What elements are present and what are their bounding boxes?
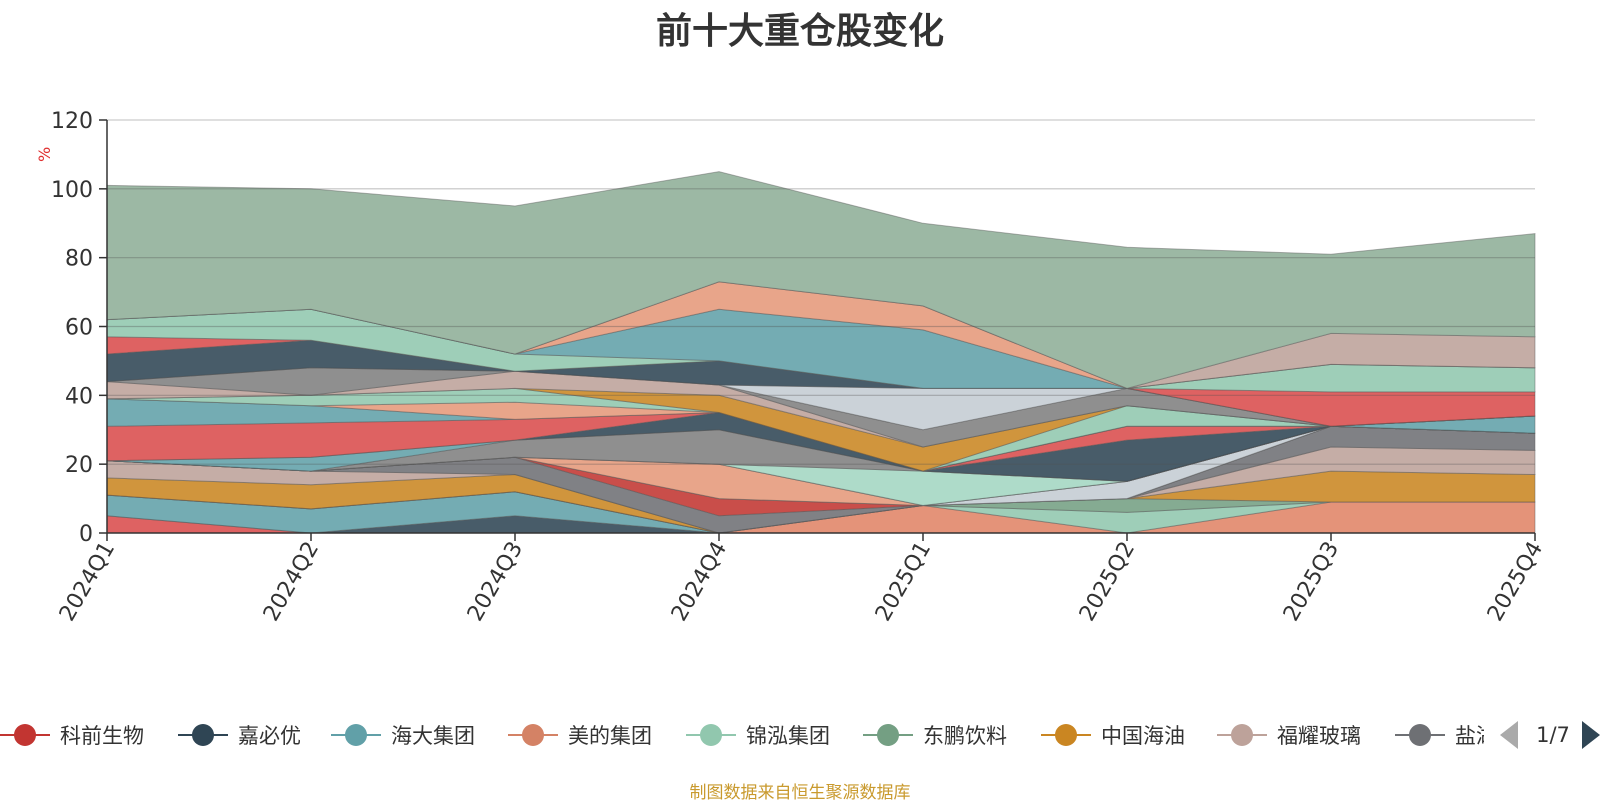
legend-marker xyxy=(700,724,722,746)
legend-label: 美的集团 xyxy=(568,724,652,748)
legend-prev-icon[interactable] xyxy=(1500,721,1518,749)
y-tick-label: 40 xyxy=(65,384,93,409)
legend-label: 嘉必优 xyxy=(238,724,301,748)
y-tick-label: 0 xyxy=(79,522,93,547)
legend-label: 福耀玻璃 xyxy=(1277,724,1361,748)
x-tick-label: 2025Q2 xyxy=(1075,538,1140,626)
legend-items: 科前生物 嘉必优 海大集团 美的集团 锦泓集团 东鹏饮料 中国海油 福耀玻璃 盐湖股份 xyxy=(0,724,1539,748)
y-tick-label: 80 xyxy=(65,247,93,272)
x-tick-label: 2024Q3 xyxy=(463,538,528,626)
legend-label: 海大集团 xyxy=(391,724,475,748)
legend-marker xyxy=(1231,724,1253,746)
legend-page-indicator: 1/7 xyxy=(1536,723,1570,747)
x-tick-label: 2024Q1 xyxy=(55,538,120,626)
legend-marker xyxy=(14,724,36,746)
legend-marker xyxy=(522,724,544,746)
legend-label: 盐湖股份 xyxy=(1455,724,1539,748)
legend-item-1[interactable]: 嘉必优 xyxy=(178,724,301,748)
y-tick-label: 120 xyxy=(51,109,93,134)
chart-title: 前十大重仓股变化 xyxy=(655,11,944,52)
legend-next-icon[interactable] xyxy=(1582,721,1600,749)
x-tick-label: 2025Q3 xyxy=(1279,538,1344,626)
legend-marker xyxy=(1409,724,1431,746)
legend-item-5[interactable]: 东鹏饮料 xyxy=(863,724,1007,748)
legend-item-3[interactable]: 美的集团 xyxy=(508,724,652,748)
legend-marker xyxy=(1055,724,1077,746)
legend-item-7[interactable]: 福耀玻璃 xyxy=(1217,724,1361,748)
legend-marker xyxy=(345,724,367,746)
legend-label: 锦泓集团 xyxy=(746,724,830,748)
grid-lines xyxy=(107,119,1535,465)
legend-label: 科前生物 xyxy=(60,724,144,748)
y-axis-label: % xyxy=(35,147,54,162)
area-series-31[interactable] xyxy=(106,171,1536,389)
legend-item-0[interactable]: 科前生物 xyxy=(0,724,144,748)
area-series-group xyxy=(106,171,1536,534)
legend-item-6[interactable]: 中国海油 xyxy=(1041,724,1185,748)
x-tick-label: 2024Q4 xyxy=(667,538,732,626)
legend-marker xyxy=(192,724,214,746)
x-tick-label: 2025Q1 xyxy=(871,538,936,626)
legend-item-8[interactable]: 盐湖股份 xyxy=(1395,724,1539,748)
legend-marker xyxy=(877,724,899,746)
legend-label: 中国海油 xyxy=(1101,724,1185,748)
legend-item-4[interactable]: 锦泓集团 xyxy=(686,724,830,748)
x-tick-label: 2025Q4 xyxy=(1483,538,1548,626)
legend-label: 东鹏饮料 xyxy=(923,724,1007,748)
area-series-27[interactable] xyxy=(106,308,1536,393)
x-tick-label: 2024Q2 xyxy=(259,538,324,626)
y-tick-label: 60 xyxy=(65,316,93,341)
legend-item-2[interactable]: 海大集团 xyxy=(331,724,475,748)
y-tick-label: 100 xyxy=(51,178,93,203)
source-note: 制图数据来自恒生聚源数据库 xyxy=(689,783,911,803)
y-tick-label: 20 xyxy=(65,453,93,478)
